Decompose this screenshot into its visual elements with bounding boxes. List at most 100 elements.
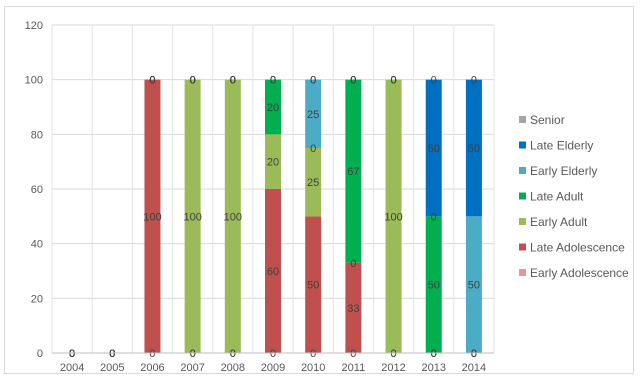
data-label-2010-late-elderly: 0 (310, 75, 316, 87)
data-label-2011-early-elderly: 0 (350, 75, 356, 87)
data-label-2007-early-adult: 100 (183, 211, 201, 223)
data-label-2006-late-adult: 0 (149, 75, 155, 87)
data-label-2006-late-adolescence: 100 (143, 211, 161, 223)
data-label-2005-early-elderly: 0 (109, 348, 115, 360)
data-label-2009-late-adult: 20 (267, 102, 279, 114)
data-label-2004-late-adolescence: 0 (69, 348, 75, 360)
data-label-2006-late-elderly: 0 (149, 75, 155, 87)
data-label-2011-late-adult: 67 (347, 166, 359, 178)
y-tick-label: 120 (25, 20, 43, 32)
x-tick-label: 2011 (342, 362, 366, 374)
data-label-2011-late-adolescence: 33 (347, 303, 359, 315)
data-label-2009-early-elderly: 0 (270, 75, 276, 87)
y-axis: 0 20 40 60 80 100 120 (25, 20, 43, 360)
legend-label-early-elderly: Early Elderly (530, 164, 597, 178)
data-label-2008-early-adolescence: 0 (230, 348, 236, 360)
data-label-2013-senior: 0 (431, 75, 437, 87)
bars (144, 79, 482, 354)
x-tick-label: 2006 (140, 362, 164, 374)
data-label-2008-late-elderly: 0 (230, 75, 236, 87)
data-label-2005-late-adolescence: 0 (109, 348, 115, 360)
bar-2009-early-adult (265, 134, 281, 189)
data-label-2008-late-adult: 0 (230, 75, 236, 87)
data-label-2010-senior: 0 (310, 75, 316, 87)
y-tick-label: 60 (31, 184, 43, 196)
bar-2014-early-elderly (465, 216, 482, 353)
legend-label-early-adolescence: Early Adolescence (530, 266, 629, 280)
bar-2011-late-adolescence (345, 262, 362, 353)
data-label-2014-early-adult: 0 (471, 348, 477, 360)
y-tick-label: 0 (37, 348, 43, 360)
data-label-2004-early-adult: 0 (69, 348, 75, 360)
bar-2007-early-adult (184, 79, 201, 354)
y-tick-label: 20 (31, 293, 43, 305)
bar-2008-early-adult (224, 79, 241, 354)
legend-swatch-late-adult (519, 192, 526, 200)
x-tick-label: 2014 (462, 362, 486, 374)
data-label-2008-late-adolescence: 0 (230, 348, 236, 360)
data-label-2007-late-adolescence: 0 (190, 348, 196, 360)
legend-swatch-senior (519, 116, 526, 123)
data-label-2013-early-adolescence: 0 (431, 348, 437, 360)
data-label-2012-early-adolescence: 0 (390, 348, 396, 360)
legend-swatch-late-adolescence (519, 243, 526, 251)
bar-2009-late-adult (265, 79, 281, 135)
data-label-2014-early-elderly: 50 (468, 280, 480, 292)
y-tick-label: 80 (31, 129, 43, 141)
y-tick-label: 100 (25, 75, 43, 87)
data-label-2011-early-adult: 0 (350, 258, 356, 270)
legend-swatch-early-adolescence (519, 269, 526, 276)
data-label-2006-senior: 0 (149, 75, 155, 87)
bar-2013-late-adult (425, 216, 442, 353)
data-label-2012-late-adolescence: 0 (390, 348, 396, 360)
legend: Senior Late Elderly Early Elderly Late Adul… (519, 113, 629, 280)
legend-label-late-adult: Late Adult (530, 190, 584, 204)
data-label-2014-late-adolescence: 0 (471, 348, 477, 360)
data-label-2009-late-adolescence: 60 (267, 266, 279, 278)
x-tick-label: 2009 (261, 362, 285, 374)
data-label-2009-early-adolescence: 0 (270, 348, 276, 360)
data-label-2013-early-elderly: 0 (431, 211, 437, 223)
legend-swatch-early-adult (519, 218, 526, 225)
data-label-2005-late-adult: 0 (109, 348, 115, 360)
data-label-2004-late-elderly: 0 (69, 348, 75, 360)
data-label-2009-late-elderly: 0 (270, 75, 276, 87)
data-label-2010-early-adult: 25 (307, 177, 319, 189)
data-label-2013-late-elderly: 50 (428, 143, 440, 155)
data-label-2005-senior: 0 (109, 348, 115, 360)
data-label-2004-late-adult: 0 (69, 348, 75, 360)
bar-2009-late-adolescence (265, 189, 281, 353)
data-label-2005-late-elderly: 0 (109, 348, 115, 360)
data-label-2008-early-adult: 100 (224, 211, 242, 223)
data-label-2008-senior: 0 (230, 75, 236, 87)
bar-2012-early-adult (385, 79, 402, 354)
data-label-2006-early-elderly: 0 (149, 75, 155, 87)
x-tick-label: 2005 (100, 362, 124, 374)
legend-label-early-adult: Early Adult (530, 215, 588, 229)
data-label-2007-late-adult: 0 (190, 75, 196, 87)
data-label-2014-late-adult: 0 (471, 348, 477, 360)
legend-label-late-elderly: Late Elderly (530, 139, 593, 153)
data-label-2009-senior: 0 (270, 75, 276, 87)
bar-2010-early-elderly (305, 79, 322, 148)
bar-2013-late-elderly (425, 79, 442, 217)
data-label-2010-late-adolescence: 50 (307, 280, 319, 292)
data-label-2005-early-adolescence: 0 (109, 348, 115, 360)
data-label-2012-senior: 0 (390, 75, 396, 87)
bar-2010-early-adult (305, 148, 322, 217)
data-label-2010-early-adolescence: 0 (310, 348, 316, 360)
x-tick-label: 2010 (301, 362, 325, 374)
data-label-2007-late-elderly: 0 (190, 75, 196, 87)
x-tick-label: 2004 (60, 362, 84, 374)
data-label-2011-late-elderly: 0 (350, 75, 356, 87)
data-label-2004-early-adolescence: 0 (69, 348, 75, 360)
data-label-2013-late-adolescence: 0 (431, 348, 437, 360)
bar-2010-late-adolescence (305, 216, 322, 353)
data-label-2004-senior: 0 (69, 348, 75, 360)
data-label-2004-early-elderly: 0 (69, 348, 75, 360)
data-label-2007-early-elderly: 0 (190, 75, 196, 87)
x-tick-label: 2013 (421, 362, 445, 374)
data-label-2006-early-adolescence: 0 (149, 348, 155, 360)
